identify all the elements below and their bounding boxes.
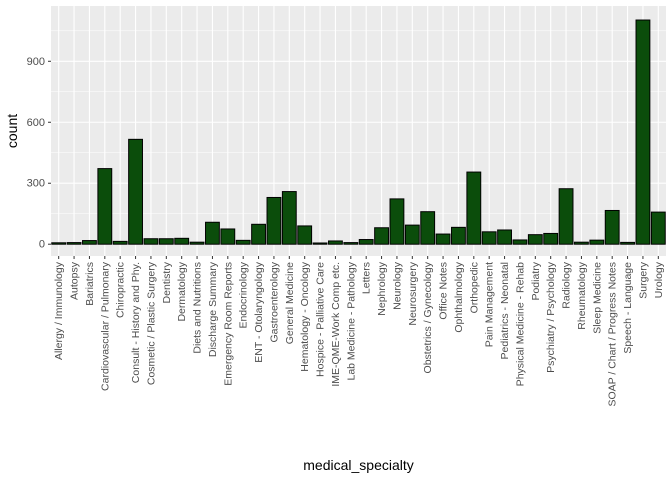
x-tick-label: Pain Management — [484, 262, 496, 347]
bar — [297, 225, 313, 245]
bar — [281, 191, 297, 245]
x-tick-label: Podiatry — [530, 261, 542, 300]
bar — [235, 239, 251, 245]
x-tick-label: Rheumatology — [576, 261, 588, 329]
x-axis-title: medical_specialty — [303, 457, 414, 473]
x-tick-label: Bariatrics — [84, 262, 96, 306]
x-tick-label: Cardiovascular / Pulmonary — [99, 261, 111, 391]
x-tick-label: Hospice - Palliative Care — [315, 262, 327, 377]
bar — [466, 171, 482, 245]
x-tick-label: Nephrology — [376, 261, 388, 315]
bar — [481, 231, 497, 245]
x-tick-label: SOAP / Chart / Progress Notes — [607, 262, 619, 407]
bar — [574, 241, 589, 245]
x-tick-label: Chiropractic — [115, 262, 127, 318]
bar — [143, 238, 159, 245]
bar — [589, 239, 605, 245]
bar — [112, 240, 128, 245]
x-tick-label: IME-QME-Work Comp etc. — [330, 262, 342, 387]
bar — [527, 234, 543, 245]
bar — [220, 228, 236, 245]
x-tick-label: Physical Medicine - Rehab — [514, 262, 526, 386]
bar — [497, 229, 512, 245]
y-axis-title: count — [4, 114, 20, 148]
x-tick-label: Autopsy — [69, 261, 81, 300]
bar — [266, 196, 282, 245]
bar — [97, 168, 113, 245]
bar — [635, 19, 651, 245]
x-tick-label: Endocrinology — [238, 261, 250, 328]
x-tick-label: Radiology — [561, 261, 573, 308]
bar — [404, 224, 420, 245]
bar — [420, 211, 436, 245]
bar — [205, 221, 220, 245]
x-tick-label: Dermatology — [176, 261, 188, 321]
x-tick-label: Surgery — [637, 261, 649, 299]
y-axis: 0 300 600 900 — [27, 56, 51, 251]
x-tick-label: Consult - History and Phy. — [130, 262, 142, 383]
x-tick-label: Dentistry — [161, 261, 173, 303]
x-tick-label: Office Notes — [438, 262, 450, 320]
y-tick-label: 0 — [39, 239, 45, 251]
x-tick-label: Urology — [653, 261, 665, 298]
bar — [158, 238, 174, 245]
x-tick-label: Neurosurgery — [407, 261, 419, 325]
plot-panel — [51, 6, 666, 256]
x-tick-label: ENT - Otolaryngology — [253, 261, 265, 363]
bar — [328, 240, 343, 245]
x-tick-label: Allergy / Immunology — [53, 261, 65, 360]
bar — [174, 237, 190, 245]
x-tick-label: Orthopedic — [468, 262, 480, 313]
bar — [451, 226, 466, 245]
bar — [189, 241, 205, 245]
x-tick-label: Hematology - Oncology — [299, 261, 311, 371]
bar — [512, 239, 528, 245]
x-tick-label: Discharge Summary — [207, 261, 219, 357]
bar — [650, 211, 666, 245]
bar — [435, 233, 451, 245]
x-tick-label: Obstetrics / Gynecology — [422, 261, 434, 373]
bar — [251, 223, 266, 245]
y-tick-label: 900 — [27, 56, 45, 68]
bars — [51, 19, 666, 245]
bar — [128, 138, 143, 245]
x-tick-label: Lab Medicine - Pathology — [345, 261, 357, 380]
bar — [66, 242, 82, 245]
x-tick-label: Cosmetic / Plastic Surgery — [145, 261, 157, 385]
x-tick-label: Sleep Medicine — [591, 262, 603, 334]
x-tick-label: Gastroenterology — [268, 261, 280, 342]
bar — [374, 227, 389, 245]
bar — [558, 188, 574, 245]
bar — [51, 242, 67, 245]
bar — [620, 241, 635, 245]
bar — [343, 242, 359, 245]
x-tick-label: Pediatrics - Neonatal — [499, 262, 511, 359]
bar — [82, 240, 97, 245]
bar — [389, 198, 405, 245]
bar — [312, 242, 328, 245]
x-tick-label: Ophthalmology — [453, 261, 465, 332]
x-tick-label: Neurology — [391, 261, 403, 310]
x-tick-label: Letters — [361, 262, 373, 294]
x-tick-label: General Medicine — [284, 262, 296, 344]
x-tick-label: Speech - Language — [622, 262, 634, 354]
x-tick-label: Diets and Nutritions — [192, 262, 204, 354]
bar — [358, 239, 374, 245]
y-tick-label: 300 — [27, 178, 45, 190]
bar — [604, 209, 620, 245]
x-tick-label: Emergency Room Reports — [222, 262, 234, 386]
bar — [543, 232, 559, 245]
x-axis: Allergy / Immunology Autopsy Bariatrics Car… — [53, 256, 665, 407]
x-tick-label: Psychiatry / Psychology — [545, 261, 557, 373]
y-tick-label: 600 — [27, 117, 45, 129]
